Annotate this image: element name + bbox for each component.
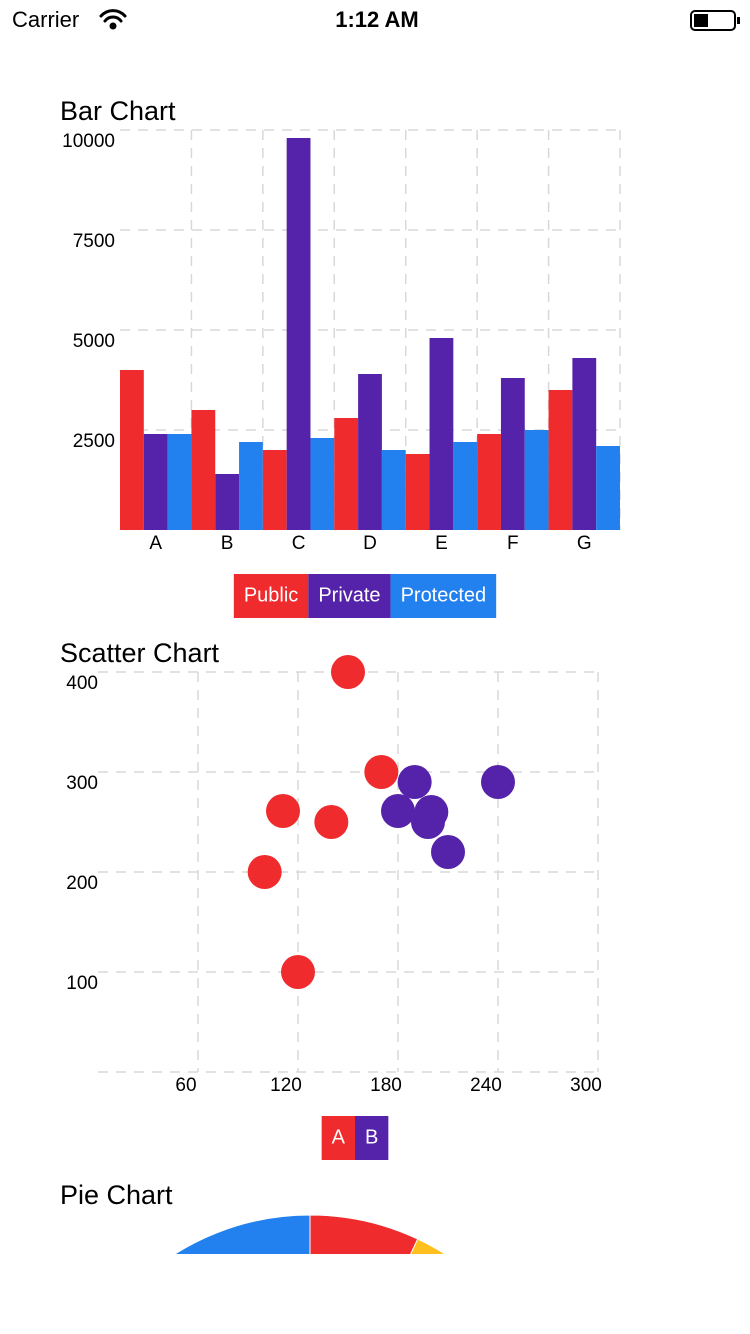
legend-label: Private (318, 584, 380, 606)
x-tick-label: C (292, 533, 306, 554)
bar (262, 450, 287, 530)
x-tick-label: E (435, 533, 448, 554)
bar (500, 378, 525, 530)
x-tick-label: A (149, 533, 162, 554)
bar (215, 474, 240, 530)
legend-label: Public (244, 584, 298, 606)
y-tick-label: 5000 (73, 331, 115, 352)
x-tick-label: D (363, 533, 377, 554)
y-tick-label: 200 (66, 873, 98, 894)
carrier: Carrier (12, 7, 79, 32)
x-tick-label: G (577, 533, 592, 554)
bar (572, 358, 597, 530)
x-tick-label: F (507, 533, 519, 554)
y-tick-label: 100 (66, 973, 98, 994)
scatter-point (314, 805, 349, 839)
pie-slice (174, 1214, 311, 1254)
bar (239, 442, 263, 530)
y-tick-label: 7500 (73, 231, 115, 252)
time: 1:12 AM (335, 7, 419, 32)
bar (143, 434, 168, 530)
bar (191, 410, 216, 530)
x-tick-label: 60 (175, 1075, 196, 1096)
bar (477, 434, 501, 530)
bar (334, 418, 359, 530)
y-tick-label: 2500 (73, 431, 115, 452)
pie (174, 1214, 446, 1254)
pie-slice (410, 1238, 446, 1254)
bar (453, 442, 478, 530)
y-tick-label: 10000 (62, 131, 115, 152)
scatter-point (411, 805, 445, 839)
legend-label: B (365, 1126, 378, 1148)
y-tick-label: 400 (66, 673, 98, 694)
legend-swatch (321, 1116, 355, 1160)
chart-title: Pie Chart (60, 1180, 173, 1210)
bar (286, 138, 311, 530)
legend-swatch (308, 574, 391, 618)
legend-label: Protected (401, 584, 487, 606)
bar (120, 370, 144, 530)
legend-label: A (332, 1126, 346, 1148)
bar (167, 434, 192, 530)
x-tick-label: 300 (570, 1075, 602, 1096)
y-tick-label: 300 (66, 773, 98, 794)
bar (524, 430, 549, 530)
legend-swatch (355, 1116, 389, 1160)
legend-swatch (233, 574, 309, 618)
x-tick-label: 120 (270, 1075, 302, 1096)
bar (429, 338, 454, 530)
x-tick-label: 240 (470, 1075, 502, 1096)
scatter-point (247, 855, 282, 889)
pie-slice (309, 1214, 419, 1254)
x-tick-label: 180 (370, 1075, 402, 1096)
bar (596, 446, 620, 530)
bar (310, 438, 335, 530)
bar (548, 390, 573, 530)
scatter-point (397, 765, 432, 799)
scatter-point (381, 794, 415, 828)
scatter-point (331, 655, 365, 689)
bar (381, 450, 406, 530)
bar (358, 374, 382, 530)
wifi-icon (99, 9, 127, 30)
legend-swatch (390, 574, 497, 618)
chart-title: Scatter Chart (60, 638, 220, 668)
scatter-point (431, 835, 465, 869)
bar (405, 454, 430, 530)
scatter-point (266, 794, 300, 828)
chart-title: Bar Chart (60, 96, 176, 126)
scatter-point (281, 955, 315, 989)
battery-icon (690, 10, 740, 31)
scatter-point (364, 755, 399, 789)
x-tick-label: B (221, 533, 234, 554)
scatter-point (481, 765, 515, 799)
